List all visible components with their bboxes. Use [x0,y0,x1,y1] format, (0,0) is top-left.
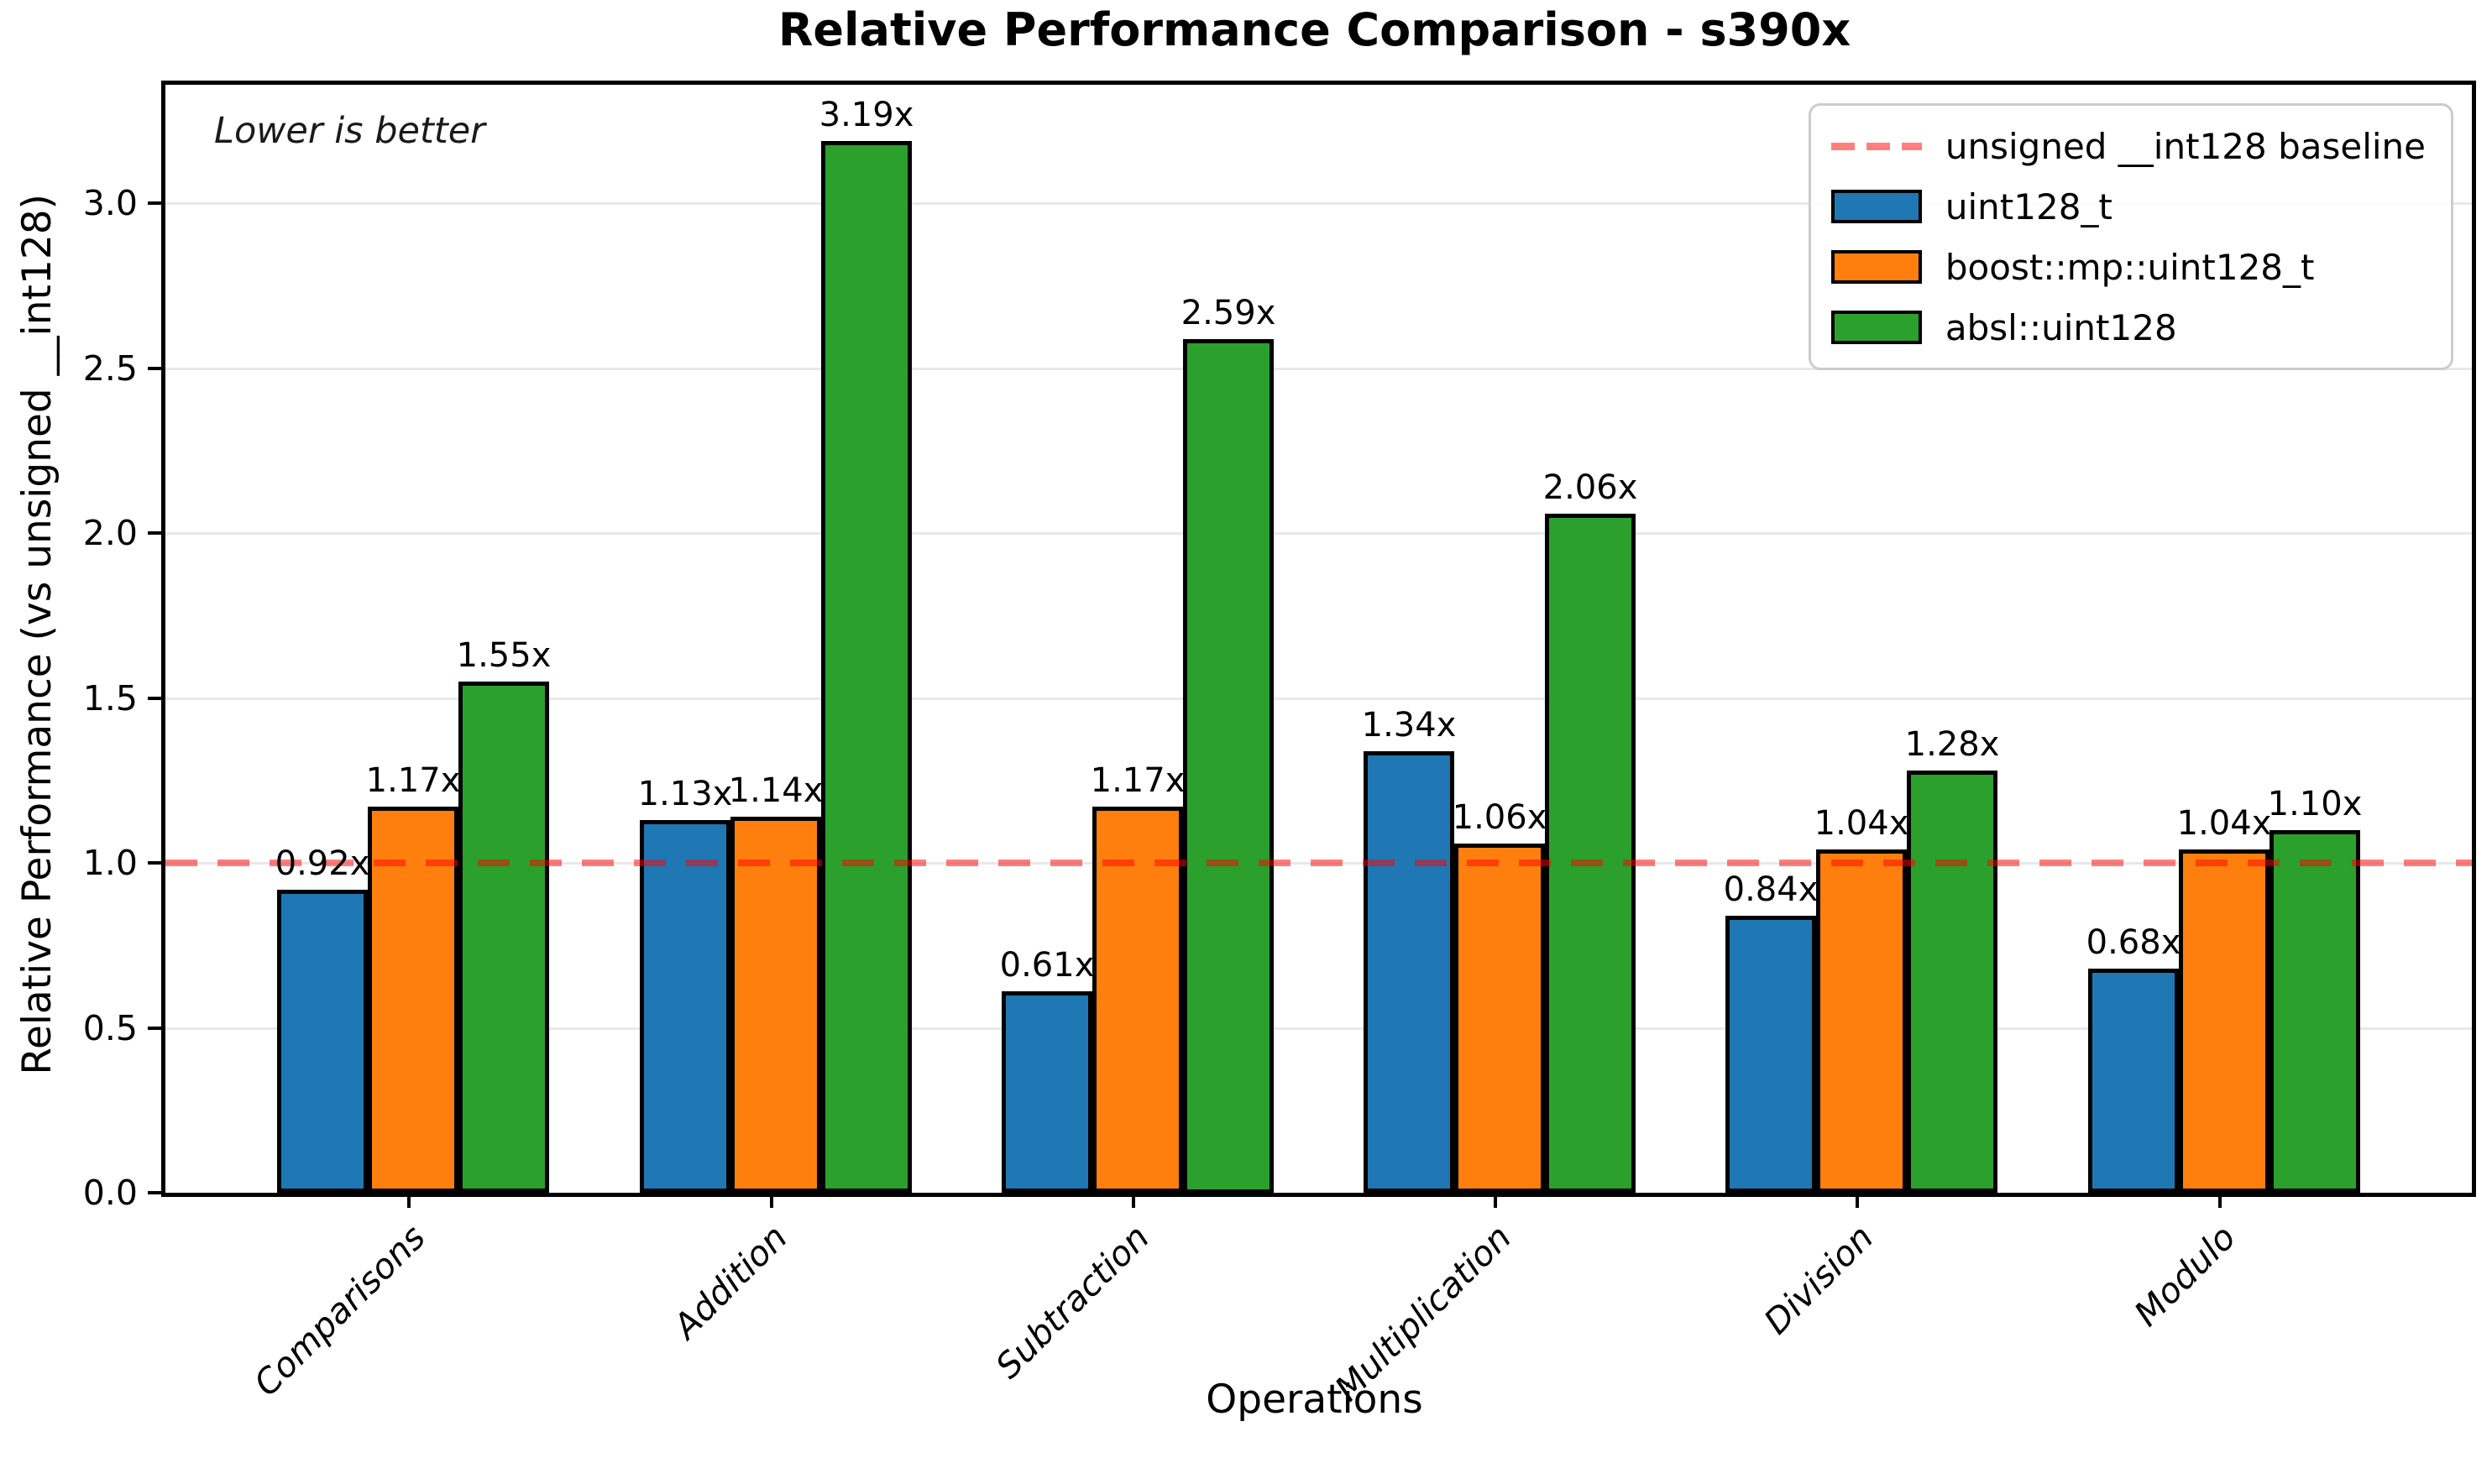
y-axis-label-wrap: Relative Performance (vs unsigned __int1… [12,81,62,1189]
y-tick-1.0 [148,861,163,865]
x-axis-label: Operations [1206,1377,1423,1423]
legend-swatch-absl-uint128 [1830,311,1922,344]
x-axis-tick-label-subtraction: Subtraction [987,1217,1157,1387]
x-tick-division [1856,1193,1860,1208]
bar-addition-boost-mp-uint128-t [730,817,821,1193]
legend-item-baseline: unsigned __int128 baseline [1830,123,2426,170]
bar-division-boost-mp-uint128-t [1816,849,1907,1193]
x-tick-modulo [2217,1193,2222,1208]
legend-swatch-boost-mp-uint128-t [1830,250,1922,284]
bar-value-label-multiplication-uint128-t: 1.34x [1361,706,1457,745]
gridline-0.5 [165,1027,2472,1030]
bar-multiplication-uint128-t [1364,751,1454,1193]
y-tick-label-1.5: 1.5 [82,677,138,718]
y-tick-2.0 [148,531,163,536]
bar-value-label-comparisons-boost-mp-uint128-t: 1.17x [365,761,461,800]
bar-value-label-subtraction-absl-uint128: 2.59x [1181,294,1276,332]
bar-division-uint128-t [1725,916,1816,1193]
x-axis-tick-label-addition: Addition [665,1217,795,1347]
y-tick-label-0.5: 0.5 [82,1007,138,1048]
legend-item-boost-mp-uint128-t: boost::mp::uint128_t [1830,243,2426,290]
bar-value-label-addition-uint128-t: 1.13x [637,775,733,813]
bar-value-label-comparisons-absl-uint128: 1.55x [456,636,552,675]
bar-value-label-comparisons-uint128-t: 0.92x [275,844,370,883]
y-tick-0.5 [148,1026,163,1030]
x-axis-tick-label-modulo: Modulo [2126,1217,2243,1335]
legend-item-absl-uint128: absl::uint128 [1830,304,2426,351]
bar-value-label-multiplication-boost-mp-uint128-t: 1.06x [1452,798,1547,837]
legend-item-uint128-t: uint128_t [1830,183,2426,230]
bar-comparisons-absl-uint128 [458,682,549,1193]
y-tick-label-2.5: 2.5 [82,347,138,389]
bar-comparisons-uint128-t [277,890,368,1193]
y-tick-label-3.0: 3.0 [82,183,138,224]
y-tick-3.0 [148,201,163,206]
baseline-dash-icon [1830,142,1922,150]
y-tick-0.0 [148,1191,163,1194]
x-tick-addition [769,1193,773,1208]
bar-addition-uint128-t [640,820,730,1193]
bar-value-label-modulo-uint128-t: 0.68x [2086,923,2181,962]
bar-comparisons-boost-mp-uint128-t [368,807,458,1193]
bar-modulo-absl-uint128 [2270,830,2360,1193]
bar-subtraction-absl-uint128 [1183,339,1274,1194]
bar-value-label-multiplication-absl-uint128: 2.06x [1542,468,1638,507]
gridline-3.0 [165,202,2472,206]
bar-value-label-modulo-absl-uint128: 1.10x [2267,785,2363,823]
bar-addition-absl-uint128 [821,141,912,1193]
bar-value-label-division-boost-mp-uint128-t: 1.04x [1814,804,1909,843]
legend-label-boost-mp-uint128-t: boost::mp::uint128_t [1945,246,2315,288]
bar-modulo-boost-mp-uint128-t [2179,849,2270,1193]
gridline-1.5 [165,697,2472,700]
bar-value-label-subtraction-uint128-t: 0.61x [999,946,1095,985]
bar-value-label-division-uint128-t: 0.84x [1723,870,1819,909]
legend-label-baseline: unsigned __int128 baseline [1945,125,2426,167]
y-tick-label-2.0: 2.0 [82,513,138,554]
chart-title: Relative Performance Comparison - s390x [777,3,1851,56]
y-tick-2.5 [148,366,163,370]
bar-value-label-addition-boost-mp-uint128-t: 1.14x [728,771,824,810]
bar-value-label-division-absl-uint128: 1.28x [1904,725,2000,764]
bar-value-label-subtraction-boost-mp-uint128-t: 1.17x [1090,761,1186,800]
plot-area: Lower is better unsigned __int128 baseli… [161,81,2476,1197]
bar-value-label-addition-absl-uint128: 3.19x [819,96,914,134]
legend-label-absl-uint128: absl::uint128 [1945,306,2177,348]
legend-label-uint128-t: uint128_t [1945,186,2112,227]
y-tick-label-1.0: 1.0 [82,843,138,884]
baseline-line [165,860,2472,866]
x-tick-comparisons [407,1193,411,1208]
legend-swatch-uint128-t [1830,190,1922,223]
x-tick-subtraction [1131,1193,1135,1208]
bar-subtraction-uint128-t [1002,991,1092,1193]
y-tick-label-0.0: 0.0 [82,1173,138,1213]
bar-subtraction-boost-mp-uint128-t [1092,807,1183,1193]
bar-modulo-uint128-t [2088,969,2179,1193]
x-tick-multiplication [1494,1193,1498,1208]
gridline-2.0 [165,532,2472,536]
y-axis-label: Relative Performance (vs unsigned __int1… [13,194,60,1075]
y-tick-1.5 [148,696,163,700]
x-axis-tick-label-division: Division [1756,1217,1882,1342]
bar-value-label-modulo-boost-mp-uint128-t: 1.04x [2176,804,2272,843]
bar-multiplication-boost-mp-uint128-t [1454,844,1545,1193]
gridline-2.5 [165,367,2472,370]
lower-is-better-annotation: Lower is better [214,110,485,152]
bar-multiplication-absl-uint128 [1545,514,1636,1193]
bar-division-absl-uint128 [1907,771,1997,1193]
